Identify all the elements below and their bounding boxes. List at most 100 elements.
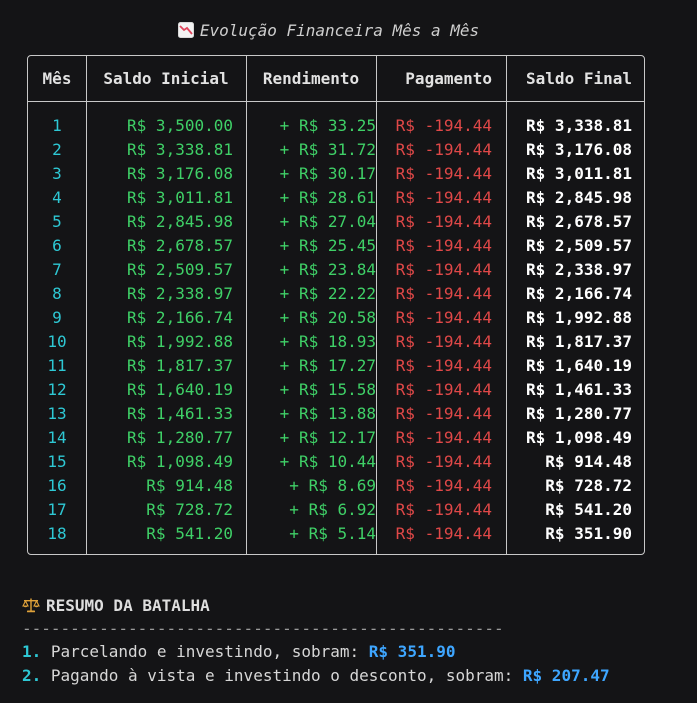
cell-pagamento: R$ -194.44 — [395, 284, 492, 303]
cell-rendimento: + R$ 27.04 — [279, 212, 376, 231]
page-title-text: Evolução Financeira Mês a Mês — [199, 21, 480, 40]
cell-rendimento: + R$ 8.69 — [289, 476, 376, 495]
cell-saldo-final: R$ 3,338.81 — [526, 116, 632, 135]
cell-saldo-inicial: R$ 1,461.33 — [127, 404, 233, 423]
table-row: 11 R$ 1,817.37 + R$ 17.27 R$ -194.44 R$ 1,64… — [28, 354, 644, 378]
cell-mes: 1 — [52, 116, 62, 135]
evolution-table: Mês Saldo Inicial Rendimento Pagamento S… — [27, 55, 645, 555]
column-divider — [86, 56, 87, 554]
cell-mes: 6 — [52, 236, 62, 255]
cell-mes: 15 — [47, 452, 67, 471]
header-pagamento: Pagamento — [405, 69, 492, 88]
cell-pagamento: R$ -194.44 — [395, 332, 492, 351]
table-row: 14 R$ 1,280.77 + R$ 12.17 R$ -194.44 R$ 1,09… — [28, 426, 644, 450]
table-row: 6 R$ 2,678.57 + R$ 25.45 R$ -194.44 R$ 2,509… — [28, 234, 644, 258]
cell-saldo-final: R$ 541.20 — [545, 500, 632, 519]
cell-saldo-final: R$ 351.90 — [545, 524, 632, 543]
cell-saldo-final: R$ 1,640.19 — [526, 356, 632, 375]
table-row: 16 R$ 914.48 + R$ 8.69 R$ -194.44 R$ 728.72 — [28, 474, 644, 498]
cell-saldo-inicial: R$ 1,992.88 — [127, 332, 233, 351]
cell-mes: 11 — [47, 356, 67, 375]
cell-saldo-final: R$ 1,098.49 — [526, 428, 632, 447]
cell-pagamento: R$ -194.44 — [395, 452, 492, 471]
cell-saldo-inicial: R$ 1,817.37 — [127, 356, 233, 375]
cell-saldo-inicial: R$ 541.20 — [146, 524, 233, 543]
cell-pagamento: R$ -194.44 — [395, 308, 492, 327]
cell-rendimento: + R$ 13.88 — [279, 404, 376, 423]
cell-mes: 10 — [47, 332, 67, 351]
table-row: 17 R$ 728.72 + R$ 6.92 R$ -194.44 R$ 541.20 — [28, 498, 644, 522]
cell-mes: 17 — [47, 500, 67, 519]
column-divider — [246, 56, 247, 554]
cell-pagamento: R$ -194.44 — [395, 164, 492, 183]
cell-saldo-final: R$ 1,280.77 — [526, 404, 632, 423]
cell-saldo-inicial: R$ 728.72 — [146, 500, 233, 519]
summary-title: RESUMO DA BATALHA — [22, 594, 682, 618]
table-row: 2 R$ 3,338.81 + R$ 31.72 R$ -194.44 R$ 3,176… — [28, 138, 644, 162]
cell-mes: 2 — [52, 140, 62, 159]
cell-saldo-final: R$ 728.72 — [545, 476, 632, 495]
summary-line-text: Parcelando e investindo, sobram: — [41, 642, 369, 661]
summary-section: RESUMO DA BATALHA ----------------------… — [22, 594, 682, 688]
cell-pagamento: R$ -194.44 — [395, 380, 492, 399]
cell-pagamento: R$ -194.44 — [395, 116, 492, 135]
table-row: 8 R$ 2,338.97 + R$ 22.22 R$ -194.44 R$ 2,166… — [28, 282, 644, 306]
cell-pagamento: R$ -194.44 — [395, 524, 492, 543]
cell-rendimento: + R$ 5.14 — [289, 524, 376, 543]
cell-saldo-inicial: R$ 2,166.74 — [127, 308, 233, 327]
summary-line-value: R$ 351.90 — [368, 642, 456, 661]
cell-mes: 18 — [47, 524, 67, 543]
cell-rendimento: + R$ 33.25 — [279, 116, 376, 135]
cell-rendimento: + R$ 20.58 — [279, 308, 376, 327]
cell-pagamento: R$ -194.44 — [395, 500, 492, 519]
cell-mes: 12 — [47, 380, 67, 399]
cell-saldo-final: R$ 3,176.08 — [526, 140, 632, 159]
cell-saldo-inicial: R$ 3,176.08 — [127, 164, 233, 183]
table-row: 4 R$ 3,011.81 + R$ 28.61 R$ -194.44 R$ 2,845… — [28, 186, 644, 210]
header-saldo-inicial: Saldo Inicial — [103, 69, 229, 88]
header-mes: Mês — [42, 69, 72, 88]
table-row: 9 R$ 2,166.74 + R$ 20.58 R$ -194.44 R$ 1,992… — [28, 306, 644, 330]
cell-pagamento: R$ -194.44 — [395, 404, 492, 423]
cell-mes: 16 — [47, 476, 67, 495]
table-row: 5 R$ 2,845.98 + R$ 27.04 R$ -194.44 R$ 2,678… — [28, 210, 644, 234]
cell-pagamento: R$ -194.44 — [395, 212, 492, 231]
cell-saldo-final: R$ 2,166.74 — [526, 284, 632, 303]
cell-pagamento: R$ -194.44 — [395, 188, 492, 207]
balance-scale-icon — [22, 598, 40, 613]
header-rendimento: Rendimento — [262, 69, 360, 88]
summary-title-text: RESUMO DA BATALHA — [46, 596, 210, 615]
cell-saldo-inicial: R$ 2,338.97 — [127, 284, 233, 303]
cell-saldo-final: R$ 1,992.88 — [526, 308, 632, 327]
cell-mes: 7 — [52, 260, 62, 279]
cell-saldo-final: R$ 1,817.37 — [526, 332, 632, 351]
summary-line-value: R$ 207.47 — [522, 666, 610, 685]
cell-pagamento: R$ -194.44 — [395, 356, 492, 375]
table-row: 10 R$ 1,992.88 + R$ 18.93 R$ -194.44 R$ 1,81… — [28, 330, 644, 354]
table-row: 13 R$ 1,461.33 + R$ 13.88 R$ -194.44 R$ 1,28… — [28, 402, 644, 426]
summary-line-text: Pagando à vista e investindo o desconto,… — [41, 666, 523, 685]
cell-saldo-final: R$ 1,461.33 — [526, 380, 632, 399]
cell-mes: 8 — [52, 284, 62, 303]
cell-rendimento: + R$ 17.27 — [279, 356, 376, 375]
cell-saldo-inicial: R$ 2,678.57 — [127, 236, 233, 255]
cell-saldo-inicial: R$ 2,845.98 — [127, 212, 233, 231]
cell-mes: 5 — [52, 212, 62, 231]
cell-saldo-final: R$ 2,845.98 — [526, 188, 632, 207]
summary-line-1: 1. Parcelando e investindo, sobram: R$ 3… — [22, 640, 682, 664]
chart-decreasing-icon — [177, 22, 194, 38]
cell-pagamento: R$ -194.44 — [395, 476, 492, 495]
column-divider — [376, 56, 377, 554]
cell-mes: 9 — [52, 308, 62, 327]
header-saldo-final: Saldo Final — [526, 69, 632, 88]
summary-divider: ----------------------------------------… — [22, 619, 504, 638]
cell-saldo-inicial: R$ 914.48 — [146, 476, 233, 495]
cell-mes: 13 — [47, 404, 67, 423]
cell-pagamento: R$ -194.44 — [395, 236, 492, 255]
cell-rendimento: + R$ 25.45 — [279, 236, 376, 255]
cell-saldo-final: R$ 3,011.81 — [526, 164, 632, 183]
cell-saldo-inicial: R$ 1,098.49 — [127, 452, 233, 471]
column-divider — [506, 56, 507, 554]
summary-line-number: 1. — [22, 642, 42, 661]
cell-saldo-final: R$ 2,678.57 — [526, 212, 632, 231]
